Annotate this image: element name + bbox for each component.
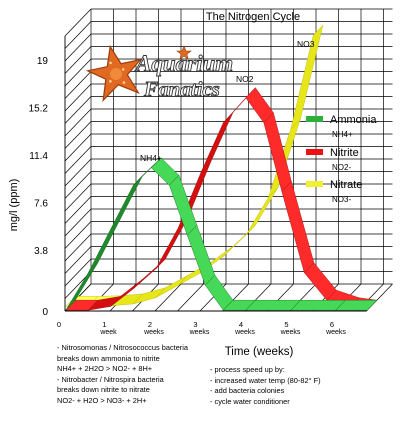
x-tick-unit: weeks — [234, 329, 255, 336]
legend-formula-nitrite: NO2- — [332, 163, 351, 172]
side-grid-line — [64, 133, 92, 162]
y-tick-label: 11.4 — [29, 151, 48, 162]
x-tick-unit: weeks — [325, 329, 346, 336]
note-left-line: NH4+ + 2H2O > NO2- + 8H+ — [57, 364, 153, 374]
series-segment — [290, 24, 324, 130]
side-grid-line — [64, 171, 92, 199]
side-grid-line — [64, 96, 92, 124]
side-grid-line — [64, 208, 92, 237]
legend-swatch-nitrite — [306, 149, 323, 155]
side-grid-line — [64, 46, 92, 74]
x-tick-label: 5 — [284, 320, 288, 329]
x-tick-label: 0 — [57, 320, 61, 329]
side-grid-line — [64, 71, 92, 99]
aquarium-fanatics-logo: Aquarium Fanatics — [85, 44, 234, 102]
logo-line2: Fanatics — [143, 77, 220, 101]
legend-name-ammonia: Ammonia — [330, 114, 377, 126]
x-tick-label: 1 — [102, 320, 106, 329]
x-tick-unit: weeks — [280, 329, 301, 336]
note-right-line: - process speed up by: — [210, 365, 285, 374]
series-label-ammonia: NH4+ — [140, 153, 162, 163]
series-label-nitrite: NO2 — [236, 74, 254, 84]
legend-swatch-nitrate — [306, 181, 323, 187]
notes-right: - process speed up by: - increased water… — [210, 365, 321, 407]
y-tick-label: 3.8 — [34, 246, 48, 257]
legend-swatch-ammonia — [306, 116, 323, 122]
legend-formula-nitrate: NO3- — [332, 195, 351, 204]
side-grid-line — [64, 8, 92, 37]
legend-name-nitrate: Nitrate — [330, 179, 362, 191]
y-tick-label: 0 — [42, 307, 48, 318]
note-left-line: - Nitrobacter / Nitrospira bacteria — [57, 374, 164, 384]
side-grid-line — [64, 258, 92, 287]
side-grid-line — [64, 246, 92, 274]
side-grid-line — [64, 21, 92, 49]
legend-name-nitrite: Nitrite — [330, 147, 359, 159]
x-tick-label: 6 — [330, 320, 334, 329]
small-starfish-icon — [176, 45, 192, 60]
note-right-line: - increased water temp (80-82° F) — [210, 375, 321, 385]
x-tick-unit: weeks — [143, 329, 164, 336]
note-left-line: breaks down nitrite to nitrate — [57, 385, 150, 395]
x-tick-label: 2 — [148, 320, 152, 329]
side-grid-line — [64, 146, 92, 174]
notes-left: - Nitrosomonas / Nitrosococcus bacteria … — [57, 343, 188, 407]
x-tick-unit: week — [99, 329, 117, 336]
chart-title: The Nitrogen Cycle — [206, 11, 300, 23]
side-grid-line — [64, 108, 92, 137]
note-right-line: - add bacteria colonies — [210, 386, 285, 396]
side-grid-line — [64, 196, 92, 224]
x-axis-label: Time (weeks) — [225, 346, 294, 358]
floor-grid-line — [154, 283, 182, 312]
side-grid-line — [64, 33, 92, 62]
side-grid-line — [64, 58, 92, 87]
side-grid-line — [64, 121, 92, 149]
side-grid-line — [64, 233, 92, 262]
series-segment — [335, 300, 378, 311]
note-left-line: NO2- + H2O > NO3- + 2H+ — [57, 395, 147, 405]
side-grid-line — [64, 221, 92, 249]
series-ammonia — [65, 157, 378, 311]
x-tick-label: 3 — [193, 320, 197, 329]
side-grid-line — [64, 83, 92, 112]
side-grid-line — [64, 183, 92, 212]
note-right-line: - cycle water conditioner — [210, 396, 290, 406]
y-tick-label: 7.6 — [34, 199, 48, 210]
logo-line1: Aquarium — [134, 51, 233, 76]
series-nitrite — [65, 87, 378, 311]
floor-grid-line — [177, 283, 204, 312]
x-tick-unit: weeks — [189, 329, 210, 336]
note-left-line: breaks down ammonia to nitrite — [57, 353, 160, 363]
side-grid-line — [64, 158, 92, 187]
starfish-icon — [85, 44, 143, 102]
y-tick-label: 15.2 — [29, 104, 49, 115]
legend-formula-ammonia: NH4+ — [332, 130, 353, 139]
x-tick-label: 4 — [239, 320, 243, 329]
note-left-line: - Nitrosomonas / Nitrosococcus bacteria — [57, 343, 189, 352]
y-tick-label: 19 — [37, 56, 49, 67]
y-axis-label: mg/l (ppm) — [8, 179, 20, 232]
series-label-nitrate: NO3 — [297, 39, 315, 49]
